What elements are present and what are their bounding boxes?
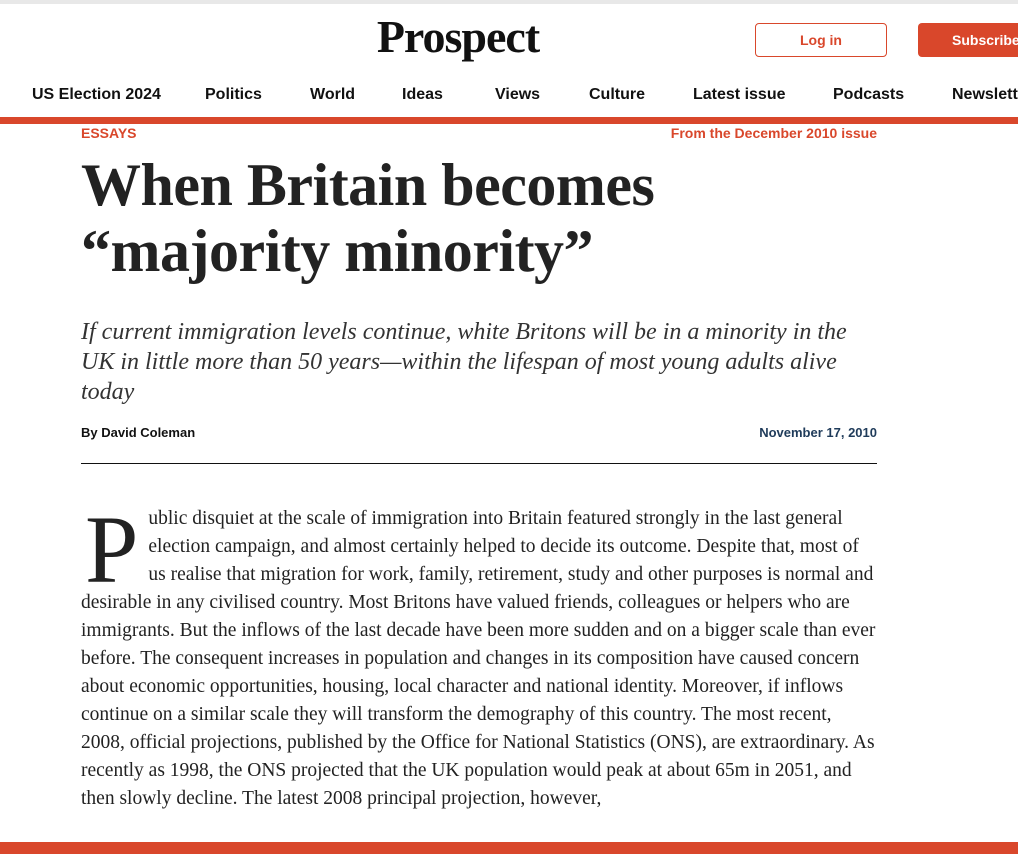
category[interactable]: ESSAYS [81, 125, 137, 141]
nav-item[interactable]: Podcasts [833, 86, 905, 103]
nav-item[interactable]: World [310, 86, 356, 103]
logo[interactable]: Prospect [376, 11, 540, 62]
issue-link[interactable]: From the December 2010 issue [670, 125, 877, 141]
nav-item[interactable]: Culture [589, 86, 645, 103]
author[interactable]: By David Coleman [81, 425, 196, 440]
divider [81, 463, 877, 464]
nav-divider [0, 117, 1018, 124]
drop-cap: P [85, 496, 139, 603]
article-title: When Britain becomes “majority minority” [81, 152, 655, 284]
nav-item[interactable]: Newsletters [952, 86, 1018, 103]
nav-item[interactable]: Ideas [402, 86, 443, 103]
nav-item[interactable]: Views [495, 86, 541, 103]
login-button[interactable]: Log in [755, 23, 887, 57]
top-line [0, 0, 1018, 4]
bottom-bar [0, 842, 1018, 854]
standfirst: If current immigration levels continue, … [81, 319, 847, 405]
nav-bar: US Election 2024 Politics World Ideas Vi… [0, 86, 1018, 106]
nav-item[interactable]: Politics [205, 86, 262, 103]
date: November 17, 2010 [759, 425, 877, 440]
body-text: ublic disquiet at the scale of immigrati… [81, 508, 876, 809]
nav-item[interactable]: Latest issue [693, 86, 786, 103]
nav-item[interactable]: US Election 2024 [32, 86, 161, 103]
subscribe-button[interactable]: Subscribe [918, 23, 1018, 57]
